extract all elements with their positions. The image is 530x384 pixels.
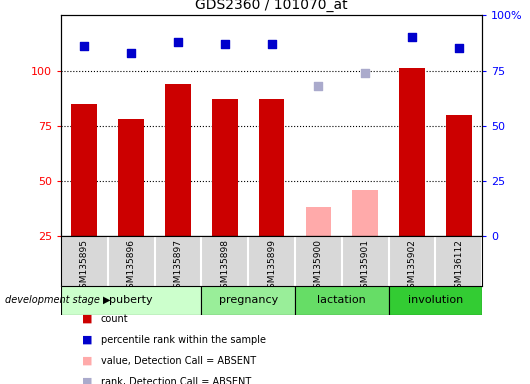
Point xyxy=(220,41,229,47)
Text: GSM135902: GSM135902 xyxy=(408,239,417,293)
Point xyxy=(314,83,323,89)
Text: GSM135895: GSM135895 xyxy=(80,239,89,294)
Point xyxy=(455,45,463,51)
Point xyxy=(267,41,276,47)
Text: rank, Detection Call = ABSENT: rank, Detection Call = ABSENT xyxy=(101,377,251,384)
Bar xyxy=(295,286,388,315)
Point xyxy=(361,70,369,76)
Text: GSM135898: GSM135898 xyxy=(220,239,229,294)
Title: GDS2360 / 101070_at: GDS2360 / 101070_at xyxy=(196,0,348,12)
Bar xyxy=(212,99,237,236)
Point xyxy=(80,43,89,50)
Bar xyxy=(259,99,285,236)
Bar xyxy=(388,286,482,315)
Text: ■: ■ xyxy=(82,314,93,324)
Bar xyxy=(165,84,191,236)
Bar xyxy=(72,104,97,236)
Text: ■: ■ xyxy=(82,377,93,384)
Text: GSM135901: GSM135901 xyxy=(361,239,370,294)
Point xyxy=(174,39,182,45)
Text: puberty: puberty xyxy=(109,295,153,306)
Text: count: count xyxy=(101,314,128,324)
Bar xyxy=(61,286,201,315)
Text: GSM135900: GSM135900 xyxy=(314,239,323,294)
Text: ■: ■ xyxy=(82,335,93,345)
Point xyxy=(408,35,417,41)
Point xyxy=(127,50,136,56)
Text: value, Detection Call = ABSENT: value, Detection Call = ABSENT xyxy=(101,356,256,366)
Bar xyxy=(306,207,331,236)
Text: involution: involution xyxy=(408,295,463,306)
Text: ■: ■ xyxy=(82,356,93,366)
Text: percentile rank within the sample: percentile rank within the sample xyxy=(101,335,266,345)
Bar xyxy=(352,190,378,236)
Bar xyxy=(118,119,144,236)
Text: GSM135899: GSM135899 xyxy=(267,239,276,294)
Text: GSM136112: GSM136112 xyxy=(454,239,463,293)
Bar xyxy=(446,115,472,236)
Text: lactation: lactation xyxy=(317,295,366,306)
Text: GSM135897: GSM135897 xyxy=(173,239,182,294)
Bar xyxy=(399,68,425,236)
Text: development stage ▶: development stage ▶ xyxy=(5,295,111,306)
Bar xyxy=(201,286,295,315)
Text: GSM135896: GSM135896 xyxy=(127,239,136,294)
Text: pregnancy: pregnancy xyxy=(218,295,278,306)
